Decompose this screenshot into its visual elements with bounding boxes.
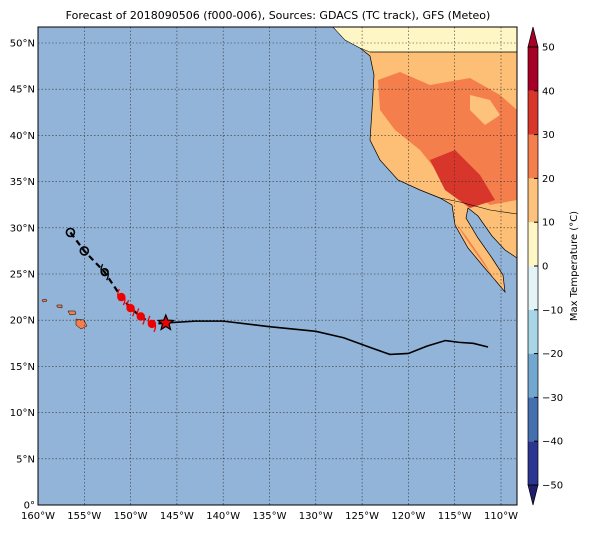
lat-tick-label: 50°N [10,39,35,50]
lon-tick-label: 135°W [253,511,287,522]
lat-tick-label: 35°N [10,177,35,188]
colorbar-bin [528,134,538,179]
lat-tick-label: 0° [24,501,35,512]
map-frame [37,26,518,506]
colorbar-tick-label: 50 [542,43,555,54]
colorbar-bin [528,178,538,223]
colorbar-bin [528,90,538,135]
colorbar-bin [528,266,538,310]
lon-tick-label: 160°W [21,511,55,522]
colorbar-bin [528,397,538,442]
track-point [79,246,90,256]
land [41,27,517,330]
lat-tick-label: 15°N [10,362,35,373]
lon-tick-label: 130°W [299,511,333,522]
lat-tick-label: 40°N [10,131,35,142]
colorbar-bin [528,309,538,354]
storm-core [136,312,145,321]
lat-tick-label: 10°N [10,408,35,419]
colorbar-tick-label: −30 [542,393,563,404]
lat-tick-label: 25°N [10,270,35,281]
tracks [65,227,489,356]
storm-core [147,319,157,329]
colorbar-tick-label: −50 [542,481,563,492]
colorbar-tick-label: −10 [542,305,563,316]
current-position [156,313,175,331]
colorbar-tick-label: 0 [542,262,548,273]
lon-tick-label: 115°W [438,511,472,522]
colorbar-label: Max Temperature (°C) [569,211,580,321]
title: Forecast of 2018090506 (f000-006), Sourc… [66,9,491,22]
colorbar-tick-label: −40 [542,437,563,448]
colorbar-extend [527,26,539,48]
lat-tick-label: 5°N [16,454,35,465]
lat-tick-label: 20°N [10,316,35,327]
lon-tick-label: 120°W [391,511,425,522]
colorbar-extend [527,484,539,506]
storm-core [117,292,126,302]
lon-tick-label: 145°W [160,511,194,522]
colorbar-bin [528,353,538,398]
track-point [65,227,76,238]
lon-tick-label: 155°W [67,511,101,522]
colorbar-tick-label: 20 [542,174,555,185]
lon-tick-label: 140°W [206,511,240,522]
track-line [165,320,489,356]
lon-tick-label: 125°W [345,511,379,522]
colorbar-tick-label: 10 [542,218,555,229]
lon-tick-label: 150°W [114,511,148,522]
storm-core [126,303,135,313]
lat-tick-label: 45°N [10,85,35,96]
colorbar-tick-label: 40 [542,86,555,97]
lat-tick-label: 30°N [10,223,35,234]
colorbar: −50 −40 −30 −20 −10 0 10 20 30 40 50 [527,26,563,506]
colorbar-tick-label: 30 [542,130,555,141]
storm-core [100,267,109,277]
colorbar-bin [528,222,538,266]
lon-tick-label: 110°W [484,511,518,522]
colorbar-bin [528,441,538,485]
colorbar-bin [528,47,538,91]
colorbar-tick-label: −20 [542,349,563,360]
